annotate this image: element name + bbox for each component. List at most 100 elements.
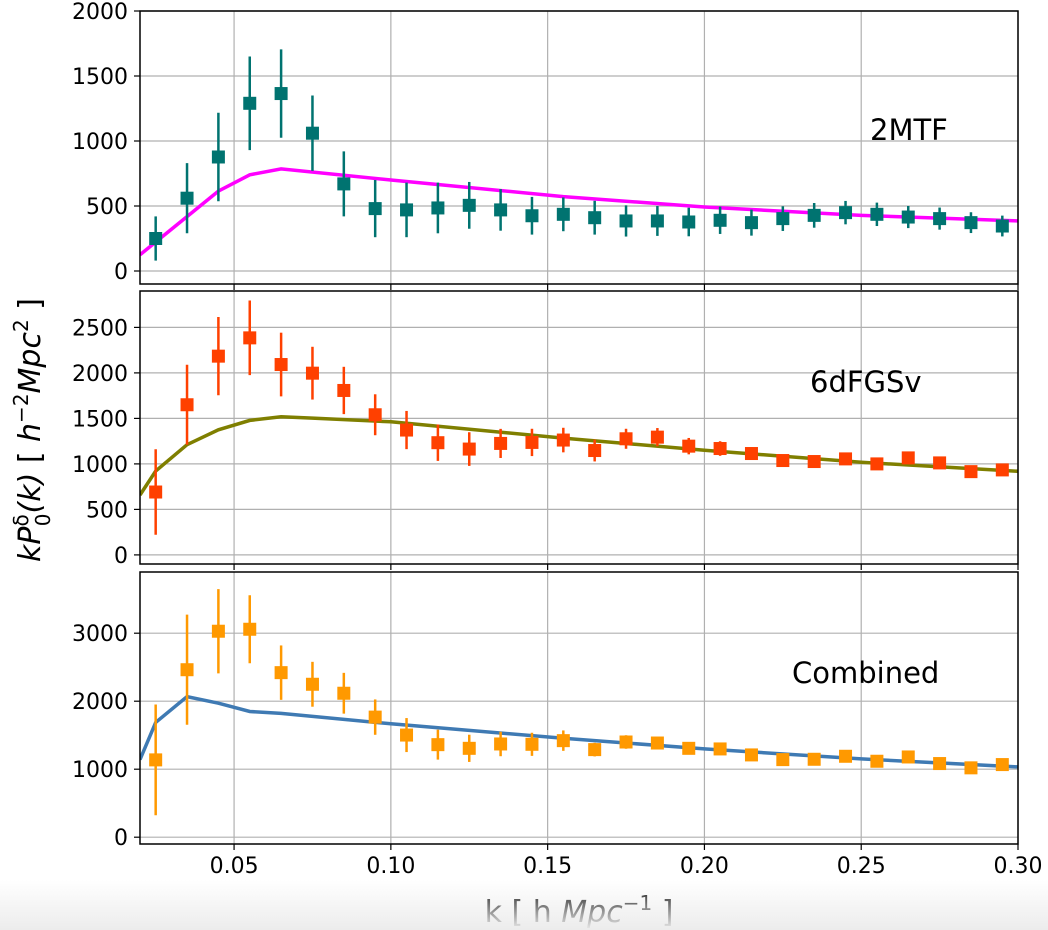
label-part: k [ h (485, 895, 562, 930)
data-point (776, 753, 790, 767)
data-point (744, 216, 758, 230)
x-axis-label: k [ h Mpc−1 ] (485, 891, 674, 930)
data-point (368, 408, 382, 422)
data-point (682, 741, 696, 755)
y-tick-label: 500 (86, 195, 128, 220)
data-point (839, 206, 853, 220)
data-point (995, 463, 1009, 477)
data-point (682, 439, 696, 453)
panel-label: 2MTF (870, 113, 948, 147)
data-point (337, 177, 351, 191)
data-point (400, 203, 414, 217)
data-point (713, 213, 727, 227)
data-point (305, 126, 319, 140)
data-point (274, 87, 288, 101)
data-point (494, 203, 508, 217)
x-tick-label: 0.25 (837, 854, 886, 879)
data-point (713, 442, 727, 456)
data-point (243, 622, 257, 636)
data-point (180, 398, 194, 412)
data-point (274, 358, 288, 372)
data-point (494, 436, 508, 450)
data-point (462, 442, 476, 456)
data-point (274, 666, 288, 680)
panel-combined: 0 1000 2000 3000 Combined (72, 571, 1019, 851)
data-point (494, 737, 508, 751)
data-point (807, 752, 821, 766)
data-point (337, 686, 351, 700)
y-tick-label: 1500 (72, 407, 128, 432)
label-part: h (13, 423, 48, 442)
x-tick-label: 0.20 (680, 854, 729, 879)
data-point (933, 456, 947, 470)
label-part: Mpc (561, 895, 623, 930)
data-point (744, 447, 758, 461)
data-point (525, 209, 539, 223)
y-tick-label: 0 (114, 260, 128, 285)
data-point (431, 738, 445, 752)
data-point (525, 737, 539, 751)
y-tick-label: 1000 (72, 130, 128, 155)
y-tick-label: 2000 (72, 690, 128, 715)
panel-6dfgsv: 0 500 1000 1500 2000 2500 6dFGSv (72, 290, 1019, 570)
axes-frame (139, 290, 1019, 565)
data-point (211, 349, 225, 363)
label-part: 2 (9, 319, 33, 332)
y-tick-label: 2000 (72, 362, 128, 387)
axes-frame (139, 10, 1019, 285)
data-point (650, 214, 664, 228)
data-point (368, 710, 382, 724)
y-axis-label: kPδ0(k) [ h−2Mpc2 ] (9, 298, 55, 562)
panel-2mtf: 0 500 1000 1500 2000 2MTF (72, 0, 1019, 290)
x-tick-label: 0.05 (210, 854, 259, 879)
data-point (337, 383, 351, 397)
data-point (588, 211, 602, 225)
data-point (964, 216, 978, 230)
axes-frame (139, 571, 1019, 845)
data-point (211, 624, 225, 638)
panel-label: Combined (792, 656, 939, 690)
data-point (619, 214, 633, 228)
data-point (556, 433, 570, 447)
y-tick-label: 3000 (72, 622, 128, 647)
data-point (243, 331, 257, 345)
data-point (933, 757, 947, 771)
label-part: Mpc (13, 332, 48, 394)
data-point (870, 457, 884, 471)
data-point (744, 748, 758, 762)
label-part: 0 (31, 514, 55, 527)
data-point (431, 436, 445, 450)
data-point (619, 735, 633, 749)
data-point (901, 750, 915, 764)
y-tick-label: 2000 (72, 0, 128, 25)
data-point (462, 198, 476, 212)
data-point (839, 749, 853, 763)
label-part: δ (9, 514, 33, 526)
model-line (140, 415, 1018, 496)
label-part: kP (13, 526, 48, 562)
label-part: ] (652, 895, 673, 930)
data-point (619, 432, 633, 446)
data-point (964, 465, 978, 479)
data-point (305, 677, 319, 691)
data-point (839, 452, 853, 466)
data-point (149, 485, 163, 499)
data-point (964, 761, 978, 775)
y-tick-label: 1000 (72, 758, 128, 783)
data-point (149, 232, 163, 245)
data-point (368, 202, 382, 216)
data-point (149, 753, 163, 767)
data-point (933, 212, 947, 226)
data-point (995, 758, 1009, 772)
data-point (713, 742, 727, 756)
panel-label: 6dFGSv (810, 365, 922, 399)
data-point (431, 201, 445, 215)
data-point (776, 454, 790, 468)
x-tick-label: 0.30 (994, 854, 1043, 879)
label-part: [ (13, 442, 48, 473)
data-point (650, 430, 664, 444)
data-point (211, 150, 225, 164)
data-point (556, 734, 570, 748)
data-point (650, 736, 664, 750)
